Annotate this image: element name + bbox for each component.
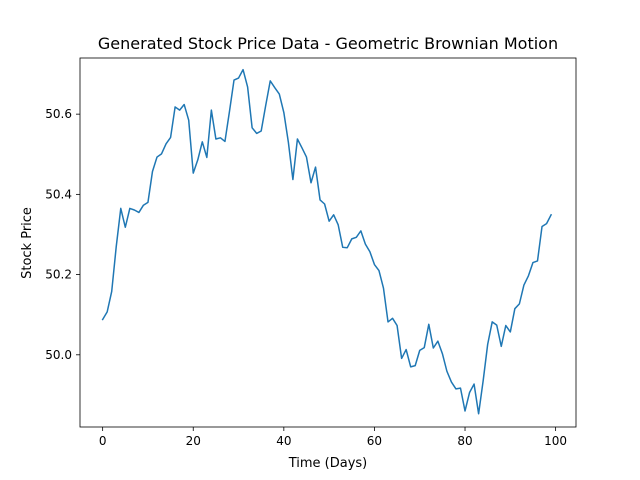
chart-title: Generated Stock Price Data - Geometric B… [98, 34, 558, 53]
series-line [101, 68, 553, 415]
x-tick-label: 100 [544, 434, 567, 448]
y-axis-label: Stock Price [20, 207, 35, 279]
x-tick-label: 80 [457, 434, 472, 448]
axes-frame [79, 57, 577, 428]
y-tick-label: 50.0 [45, 348, 72, 362]
y-tick-label: 50.4 [45, 187, 72, 201]
plot-area: 0 20 40 60 80 100 50.0 50.2 50.4 50.6 [45, 57, 577, 448]
y-tick-label: 50.2 [45, 268, 72, 282]
x-tick-label: 40 [276, 434, 291, 448]
y-tick-label: 50.6 [45, 107, 72, 121]
x-tick-label: 20 [186, 434, 201, 448]
x-axis-label: Time (Days) [288, 456, 368, 471]
x-tick-label: 0 [99, 434, 107, 448]
x-tick-label: 60 [367, 434, 382, 448]
